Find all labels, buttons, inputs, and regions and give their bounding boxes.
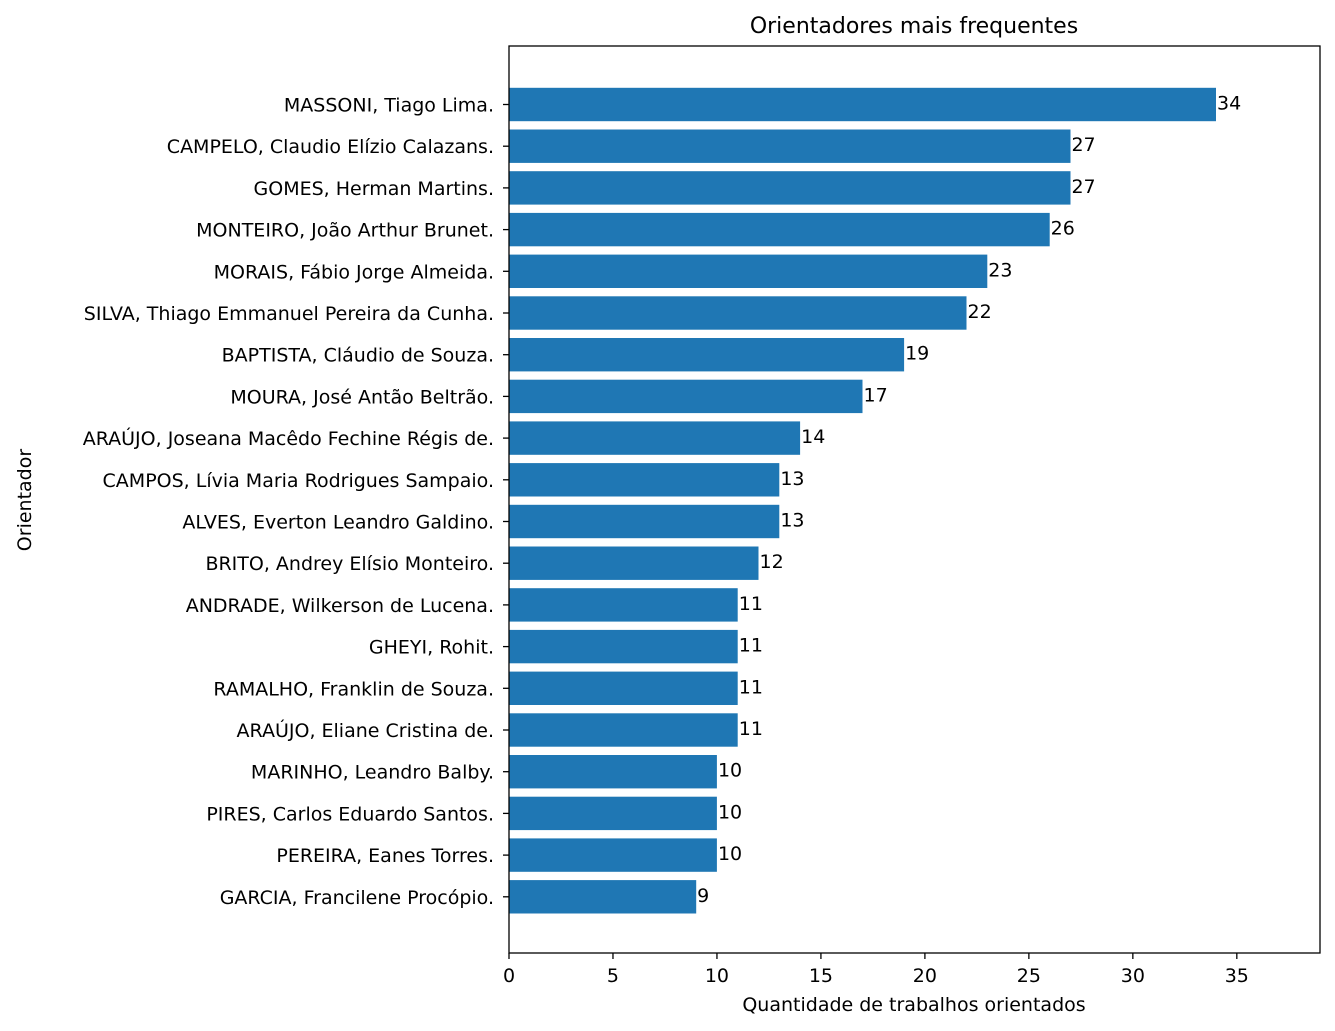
category-label: BRITO, Andrey Elísio Monteiro. [205, 553, 494, 575]
data-label: 11 [739, 676, 763, 698]
bar [509, 379, 863, 414]
data-label: 23 [988, 259, 1012, 281]
category-label: ARAÚJO, Joseana Macêdo Fechine Régis de. [83, 426, 494, 450]
data-label: 11 [739, 718, 763, 740]
x-tick-label: 10 [705, 965, 729, 987]
bar [509, 463, 780, 497]
category-label: GARCIA, Francilene Procópio. [220, 887, 494, 909]
bar [509, 713, 738, 747]
bar [509, 338, 905, 372]
category-label: MARINHO, Leandro Balby. [251, 762, 494, 784]
category-label: PEREIRA, Eanes Torres. [276, 845, 494, 867]
data-label: 10 [718, 760, 742, 782]
data-label: 27 [1071, 176, 1095, 198]
bar [509, 671, 738, 705]
bar [509, 504, 780, 539]
bar [509, 129, 1071, 163]
category-labels: MASSONI, Tiago Lima. CAMPELO, Claudio Elí… [83, 95, 509, 909]
data-label: 19 [905, 343, 929, 365]
chart-title: Orientadores mais frequentes [750, 14, 1078, 39]
data-label: 10 [718, 801, 742, 823]
category-label: RAMALHO, Franklin de Souza. [213, 678, 494, 700]
bar [509, 880, 697, 914]
bars-group [509, 87, 1216, 914]
category-label: ALVES, Everton Leandro Galdino. [182, 512, 494, 534]
data-label: 10 [718, 843, 742, 865]
x-tick-label: 20 [913, 965, 937, 987]
x-tick-label: 35 [1225, 965, 1249, 987]
data-label: 22 [967, 301, 991, 323]
data-label: 14 [801, 426, 825, 448]
category-label: MASSONI, Tiago Lima. [284, 95, 494, 117]
x-tick-label: 30 [1121, 965, 1145, 987]
y-axis-label: Orientador [14, 449, 36, 552]
x-tick-label: 15 [809, 965, 833, 987]
category-label: MORAIS, Fábio Jorge Almeida. [214, 261, 494, 283]
x-tick-label: 25 [1017, 965, 1041, 987]
category-label: PIRES, Carlos Eduardo Santos. [206, 803, 494, 825]
bar [509, 588, 738, 622]
data-label: 9 [697, 885, 709, 907]
plot-frame [508, 45, 1321, 954]
bar [509, 629, 738, 664]
data-label: 12 [760, 551, 784, 573]
bar [509, 546, 759, 580]
bar [509, 755, 717, 789]
x-axis-label: Quantidade de trabalhos orientados [742, 994, 1085, 1016]
bar [509, 296, 967, 330]
category-label: ANDRADE, Wilkerson de Lucena. [186, 595, 494, 617]
category-label: CAMPELO, Claudio Elízio Calazans. [167, 136, 494, 158]
category-label: MONTEIRO, João Arthur Brunet. [196, 220, 494, 242]
category-label: ARAÚJO, Eliane Cristina de. [237, 718, 494, 742]
bar [509, 796, 717, 831]
value-labels: 34 27 27 26 23 22 19 17 14 13 13 12 11 11 11 11 10 10 10 9 [697, 93, 1241, 907]
bar [509, 171, 1071, 205]
bar [509, 87, 1216, 122]
bar [509, 838, 717, 872]
category-label: BAPTISTA, Cláudio de Souza. [222, 345, 494, 367]
data-label: 13 [780, 510, 804, 532]
bar [509, 421, 801, 455]
category-label: GHEYI, Rohit. [369, 637, 494, 659]
bar [509, 254, 988, 288]
data-label: 27 [1071, 134, 1095, 156]
x-tick-label: 5 [607, 965, 619, 987]
x-axis-ticks: 0 5 10 15 20 25 30 35 [503, 953, 1249, 987]
data-label: 11 [739, 635, 763, 657]
category-label: CAMPOS, Lívia Maria Rodrigues Sampaio. [103, 470, 494, 492]
bar [509, 212, 1050, 247]
data-label: 11 [739, 593, 763, 615]
x-tick-label: 0 [503, 965, 515, 987]
data-label: 17 [864, 384, 888, 406]
data-label: 34 [1217, 93, 1241, 115]
data-label: 26 [1051, 218, 1075, 240]
category-label: MOURA, José Antão Beltrão. [230, 386, 494, 408]
category-label: GOMES, Herman Martins. [254, 178, 494, 200]
data-label: 13 [780, 468, 804, 490]
category-label: SILVA, Thiago Emmanuel Pereira da Cunha. [84, 303, 494, 325]
